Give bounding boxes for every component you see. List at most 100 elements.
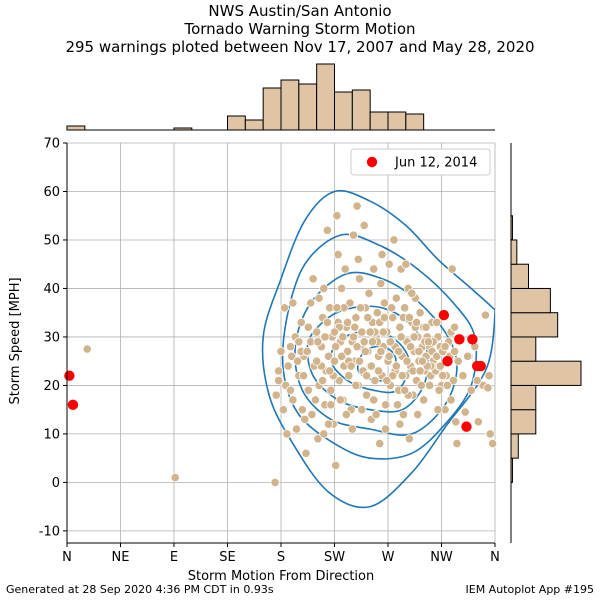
y-axis-label: Storm Speed [MPH]	[8, 277, 23, 404]
top-hist-bar	[316, 63, 335, 131]
storm-point	[278, 405, 288, 415]
storm-point	[293, 356, 303, 366]
x-tick-label: SW	[324, 550, 345, 565]
storm-point	[453, 356, 463, 366]
storm-point	[405, 342, 416, 352]
storm-point	[483, 383, 493, 393]
storm-point	[432, 317, 442, 327]
storm-point	[301, 448, 311, 458]
footer-generated: Generated at 28 Sep 2020 4:36 PM CDT in …	[6, 583, 274, 596]
storm-point	[331, 342, 341, 352]
storm-point	[392, 400, 403, 410]
storm-point	[312, 356, 322, 366]
storm-point	[312, 327, 322, 337]
top-hist-bar	[298, 83, 318, 131]
storm-point	[354, 356, 365, 366]
storm-point	[285, 342, 296, 352]
storm-point	[488, 439, 498, 449]
storm-point	[360, 346, 371, 357]
storm-point	[297, 405, 307, 415]
storm-point	[452, 439, 462, 449]
storm-point	[279, 303, 290, 313]
storm-point	[400, 385, 410, 395]
density-contour	[261, 189, 495, 509]
storm-point	[376, 279, 386, 289]
storm-point	[379, 312, 390, 323]
storm-point	[414, 346, 424, 357]
storm-point	[303, 385, 313, 395]
storm-point	[485, 429, 495, 439]
storm-point	[332, 211, 342, 221]
y-tick-label: 60	[43, 185, 60, 200]
storm-point	[466, 385, 476, 395]
storm-point	[402, 356, 412, 366]
storm-point	[326, 385, 336, 395]
storm-point	[388, 371, 398, 381]
storm-point	[415, 366, 425, 376]
right-hist-bar	[510, 263, 529, 289]
storm-point	[274, 366, 284, 376]
x-tick-label: N	[490, 550, 500, 565]
storm-point	[310, 395, 321, 405]
storm-point	[384, 351, 394, 361]
storm-point	[348, 332, 359, 342]
storm-point	[365, 327, 375, 337]
storm-point	[361, 390, 372, 400]
storm-point	[342, 346, 353, 357]
storm-point	[391, 293, 401, 303]
storm-point	[449, 346, 460, 357]
storm-point	[385, 337, 395, 347]
storm-point	[400, 303, 410, 313]
storm-point	[338, 332, 348, 342]
storm-point	[376, 346, 386, 357]
storm-point	[484, 371, 494, 381]
x-tick-label: NE	[112, 550, 130, 565]
storm-point	[320, 332, 330, 342]
storm-point	[326, 400, 336, 410]
storm-point	[170, 472, 180, 483]
highlight-point	[67, 399, 79, 411]
storm-point	[451, 417, 461, 427]
storm-point	[432, 351, 442, 361]
right-hist-bar	[510, 239, 518, 265]
storm-point	[381, 400, 391, 410]
storm-point	[303, 322, 313, 332]
top-hist-bar	[387, 111, 407, 131]
x-tick-label: SE	[219, 550, 235, 565]
legend-label: Jun 12, 2014	[394, 156, 477, 171]
right-hist-bar	[510, 312, 559, 338]
storm-point	[274, 375, 284, 386]
storm-point	[421, 322, 431, 332]
x-tick-label: W	[382, 550, 395, 565]
storm-point	[367, 337, 378, 347]
storm-point	[369, 264, 379, 274]
storm-point	[348, 230, 359, 240]
storm-point	[270, 477, 280, 487]
storm-point	[442, 380, 453, 391]
storm-point	[440, 342, 450, 352]
storm-point	[308, 274, 318, 284]
storm-point	[352, 342, 362, 352]
storm-point	[364, 288, 374, 298]
storm-point	[409, 332, 419, 342]
top-hist-bar	[405, 113, 425, 131]
highlight-point	[438, 309, 450, 321]
storm-point	[433, 405, 443, 415]
storm-point	[298, 371, 309, 381]
storm-point	[285, 385, 296, 395]
storm-point	[352, 201, 362, 211]
storm-point	[287, 351, 297, 361]
storm-point	[378, 327, 388, 337]
storm-point	[322, 317, 332, 327]
storm-point	[423, 337, 434, 347]
legend-marker	[366, 156, 378, 168]
storm-point	[363, 312, 373, 323]
storm-point	[323, 419, 334, 429]
y-tick-label: 10	[43, 427, 60, 442]
storm-point	[388, 312, 398, 323]
storm-point	[375, 439, 385, 449]
storm-point	[397, 371, 407, 381]
chart-title-line1: NWS Austin/San Antonio	[208, 2, 392, 20]
scatter-points	[82, 201, 498, 487]
storm-point	[411, 317, 422, 327]
